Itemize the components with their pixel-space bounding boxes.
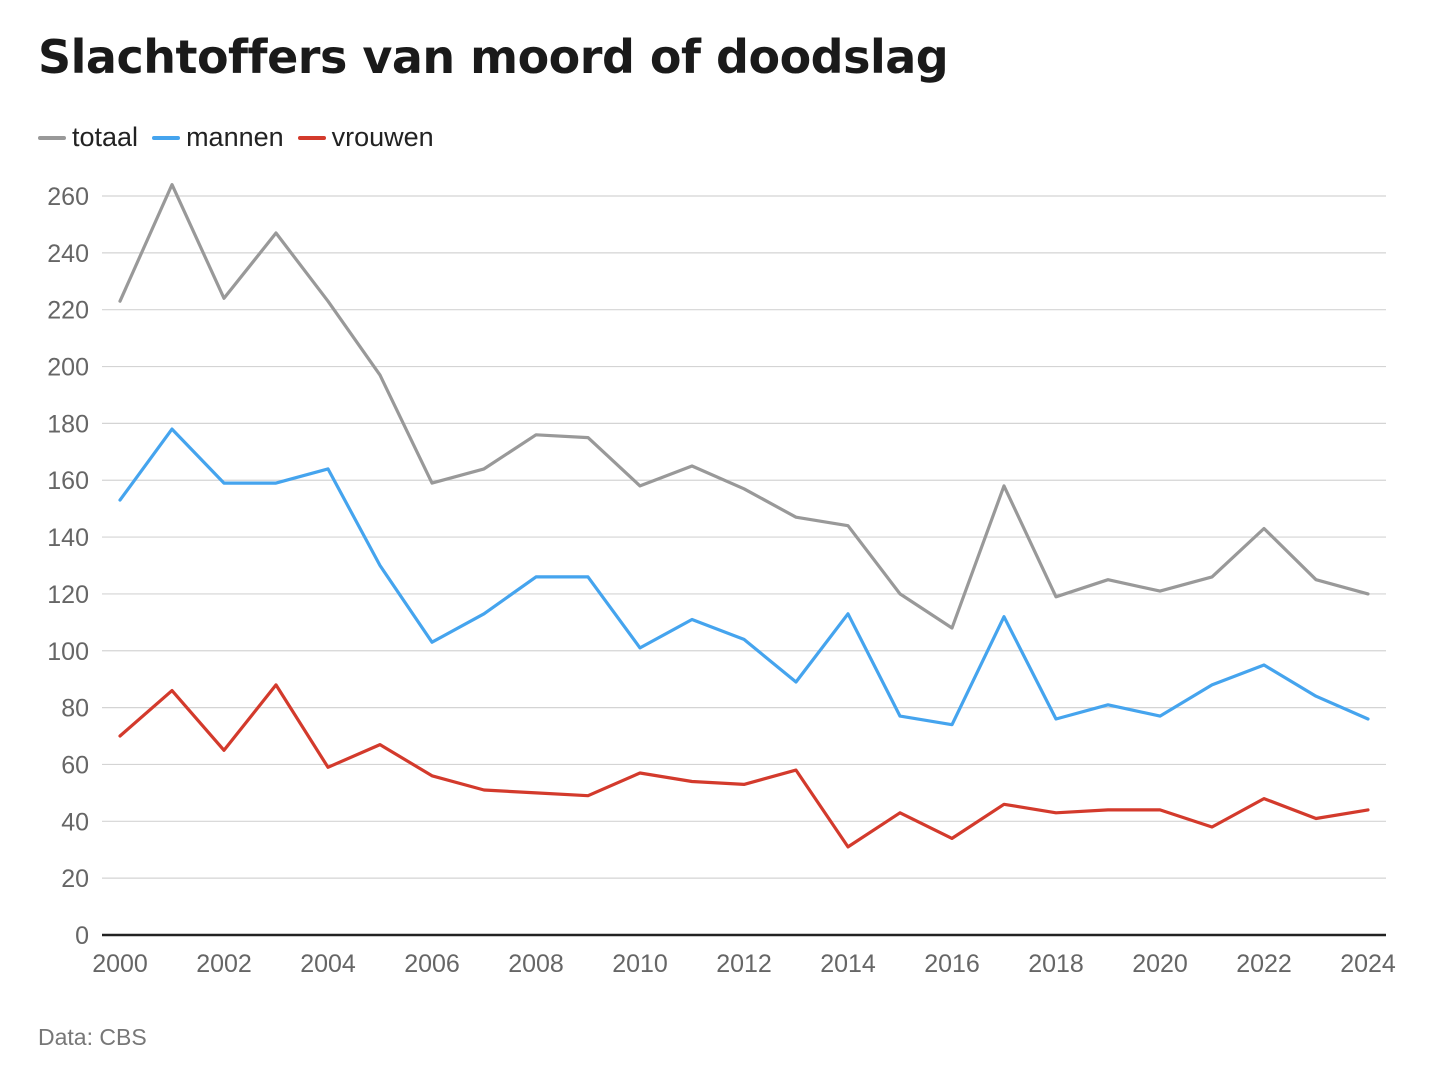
- x-tick-label-2020: 2020: [1132, 950, 1188, 978]
- y-tick-label-240: 240: [47, 240, 89, 268]
- y-tick-label-20: 20: [61, 865, 89, 893]
- legend-swatch-totaal: [38, 135, 66, 140]
- y-tick-label-260: 260: [47, 183, 89, 211]
- x-tick-label-2002: 2002: [196, 950, 252, 978]
- chart-title: Slachtoffers van moord of doodslag: [38, 30, 949, 84]
- y-tick-label-80: 80: [61, 695, 89, 723]
- source-note: Data: CBS: [38, 1024, 147, 1050]
- y-tick-label-0: 0: [75, 922, 89, 950]
- legend-item-mannen: mannen: [152, 122, 284, 153]
- y-tick-label-120: 120: [47, 581, 89, 609]
- line-chart: 0 20 40 60 80 100 120 140 160 180 200 220 240 260 2000…: [47, 183, 1396, 978]
- y-tick-label-180: 180: [47, 410, 89, 438]
- x-tick-label-2024: 2024: [1340, 950, 1396, 978]
- x-tick-label-2016: 2016: [924, 950, 980, 978]
- y-tick-label-140: 140: [47, 524, 89, 552]
- y-tick-label-60: 60: [61, 751, 89, 779]
- x-tick-label-2022: 2022: [1236, 950, 1292, 978]
- x-tick-label-2014: 2014: [820, 950, 876, 978]
- x-tick-label-2018: 2018: [1028, 950, 1084, 978]
- legend-item-vrouwen: vrouwen: [297, 122, 434, 153]
- series-line-mannen: [118, 427, 1370, 727]
- y-tick-label-220: 220: [47, 297, 89, 325]
- legend-label-totaal: totaal: [72, 122, 139, 152]
- legend-swatch-mannen: [152, 135, 181, 140]
- x-tick-label-2000: 2000: [92, 950, 148, 978]
- y-tick-label-160: 160: [47, 467, 89, 495]
- legend-swatch-vrouwen: [297, 135, 326, 140]
- y-tick-label-100: 100: [47, 638, 89, 666]
- y-tick-label-40: 40: [61, 808, 89, 836]
- legend: totaal mannen vrouwen: [38, 122, 434, 153]
- series-line-totaal: [118, 183, 1370, 630]
- x-tick-label-2006: 2006: [404, 950, 460, 978]
- x-tick-label-2008: 2008: [508, 950, 564, 978]
- legend-item-totaal: totaal: [38, 122, 138, 153]
- legend-label-vrouwen: vrouwen: [331, 122, 434, 152]
- series-line-vrouwen: [118, 683, 1370, 849]
- x-tick-label-2012: 2012: [716, 950, 772, 978]
- y-tick-label-200: 200: [47, 354, 89, 382]
- x-tick-label-2010: 2010: [612, 950, 668, 978]
- x-tick-label-2004: 2004: [300, 950, 356, 978]
- legend-label-mannen: mannen: [186, 122, 284, 152]
